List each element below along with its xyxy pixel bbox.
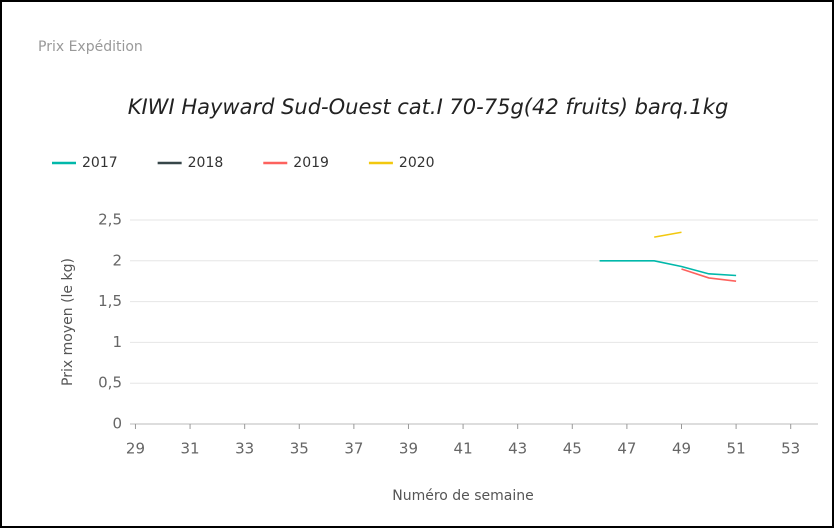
x-tick-label: 49 bbox=[672, 440, 691, 458]
x-tick-label: 43 bbox=[508, 440, 527, 458]
y-tick-label: 2 bbox=[112, 251, 122, 269]
y-tick-label: 2,5 bbox=[98, 211, 122, 229]
chart-title: KIWI Hayward Sud-Ouest cat.I 70-75g(42 f… bbox=[128, 95, 729, 119]
y-tick-label: 0 bbox=[112, 415, 122, 433]
y-tick-label: 1 bbox=[112, 333, 122, 351]
y-tick-label: 1,5 bbox=[98, 292, 122, 310]
x-tick-label: 39 bbox=[399, 440, 418, 458]
x-tick-label: 53 bbox=[781, 440, 800, 458]
x-tick-label: 37 bbox=[344, 440, 363, 458]
x-tick-label: 29 bbox=[126, 440, 145, 458]
y-tick-label: 0,5 bbox=[98, 374, 122, 392]
legend-label: 2019 bbox=[293, 155, 329, 171]
x-tick-label: 33 bbox=[235, 440, 254, 458]
series-line bbox=[599, 260, 737, 277]
legend-label: 2020 bbox=[399, 155, 435, 171]
series-line bbox=[681, 268, 737, 282]
legend-label: 2017 bbox=[82, 155, 118, 171]
x-tick-label: 35 bbox=[290, 440, 309, 458]
x-tick-label: 51 bbox=[727, 440, 746, 458]
x-tick-label: 31 bbox=[181, 440, 200, 458]
x-axis-label: Numéro de semaine bbox=[392, 488, 534, 504]
y-axis-label: Prix moyen (le kg) bbox=[60, 258, 76, 386]
x-tick-label: 41 bbox=[454, 440, 473, 458]
legend-label: 2018 bbox=[188, 155, 224, 171]
x-tick-label: 45 bbox=[563, 440, 582, 458]
x-tick-label: 47 bbox=[617, 440, 636, 458]
header: Prix Expédition bbox=[38, 39, 143, 55]
series-line bbox=[654, 231, 682, 238]
